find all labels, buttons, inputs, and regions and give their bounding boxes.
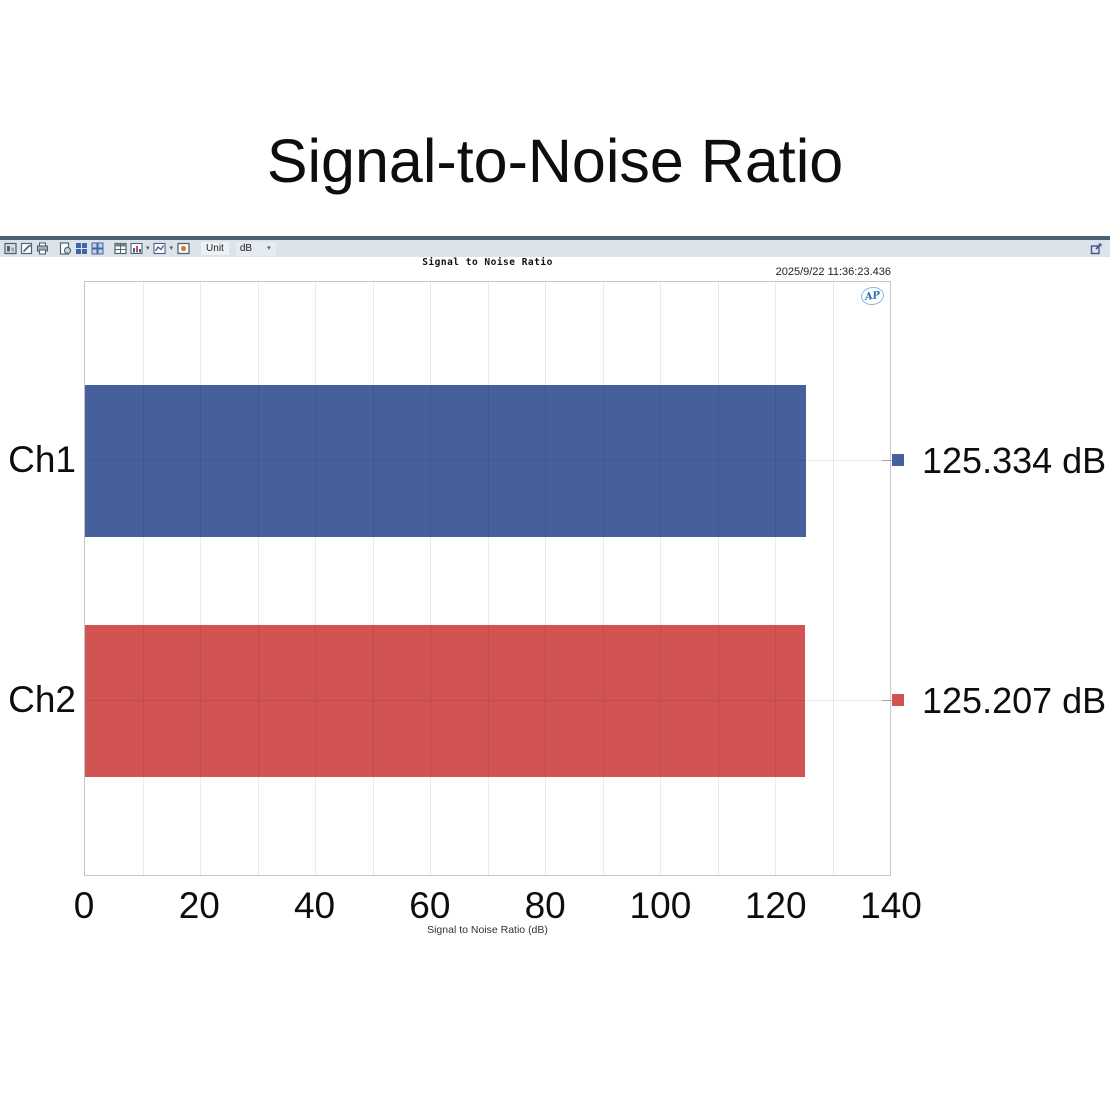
x-tick-label: 0 xyxy=(73,885,95,926)
x-tick-label: 40 xyxy=(293,885,336,926)
export-icon[interactable] xyxy=(1089,242,1103,256)
gridline-horizontal xyxy=(85,700,890,701)
preview-icon[interactable] xyxy=(58,242,72,256)
legend-leader-line xyxy=(882,460,893,461)
layout-quad-icon[interactable] xyxy=(74,242,88,256)
toolbar-top-divider xyxy=(0,236,1110,240)
x-tick-label: 140 xyxy=(860,885,922,926)
gridline-vertical xyxy=(660,282,661,875)
layout-grid-icon[interactable] xyxy=(90,242,104,256)
unit-label: Unit xyxy=(201,242,229,255)
x-tick-label: 100 xyxy=(629,885,692,926)
edit-note-icon[interactable] xyxy=(19,242,33,256)
gridline-vertical xyxy=(257,282,259,875)
toolbar: ▾ ▾ Unit dB ▾ xyxy=(0,240,1110,257)
bar xyxy=(85,385,806,537)
page-title: Signal-to-Noise Ratio xyxy=(266,127,844,195)
gridline-horizontal xyxy=(85,460,890,461)
gridline-vertical xyxy=(430,282,431,875)
chart-title: Signal to Noise Ratio xyxy=(422,257,553,268)
gridline-vertical xyxy=(315,282,316,875)
report-icon[interactable] xyxy=(3,242,17,256)
x-tick-label: 80 xyxy=(524,885,566,926)
category-label-ch1: Ch1 xyxy=(8,439,76,480)
gridline-vertical xyxy=(142,282,144,875)
chevron-down-icon: ▾ xyxy=(267,244,271,252)
unit-dropdown[interactable]: dB ▾ xyxy=(235,241,276,256)
legend-marker-ch2 xyxy=(892,694,904,706)
line-chart-dropdown-icon[interactable] xyxy=(153,242,167,256)
gridline-vertical xyxy=(487,282,489,875)
chart-timestamp: 2025/9/22 11:36:23.436 xyxy=(775,266,891,278)
data-table-icon[interactable] xyxy=(113,242,127,256)
x-axis-ticks: 0 20 40 60 80 100 120 140 xyxy=(74,884,922,930)
gridline-vertical xyxy=(775,282,776,875)
x-tick-label: 120 xyxy=(744,885,807,926)
bar-chart-dropdown-icon[interactable] xyxy=(129,242,143,256)
gridline-vertical xyxy=(200,282,201,875)
print-icon[interactable] xyxy=(35,242,49,256)
legend-leader-line xyxy=(882,700,893,701)
gridline-vertical xyxy=(545,282,546,875)
chevron-down-icon[interactable]: ▾ xyxy=(169,244,174,252)
bar xyxy=(85,625,805,777)
value-label-ch1: 125.334 dB xyxy=(922,440,1107,481)
chevron-down-icon[interactable]: ▾ xyxy=(146,244,150,252)
gridline-vertical xyxy=(717,282,719,875)
legend-marker-ch1 xyxy=(892,454,904,466)
ap-logo-icon: AP xyxy=(859,285,886,307)
x-axis-label: Signal to Noise Ratio (dB) xyxy=(427,924,548,936)
gridline-vertical xyxy=(602,282,604,875)
value-label-ch2: 125.207 dB xyxy=(922,680,1107,721)
x-tick-label: 20 xyxy=(178,885,220,926)
gridline-vertical xyxy=(372,282,374,875)
unit-value: dB xyxy=(239,243,253,254)
category-label-ch2: Ch2 xyxy=(8,679,76,720)
scope-icon[interactable] xyxy=(176,242,190,256)
x-tick-label: 60 xyxy=(409,885,451,926)
gridline-vertical xyxy=(832,282,834,875)
plot-area: AP xyxy=(84,281,891,876)
